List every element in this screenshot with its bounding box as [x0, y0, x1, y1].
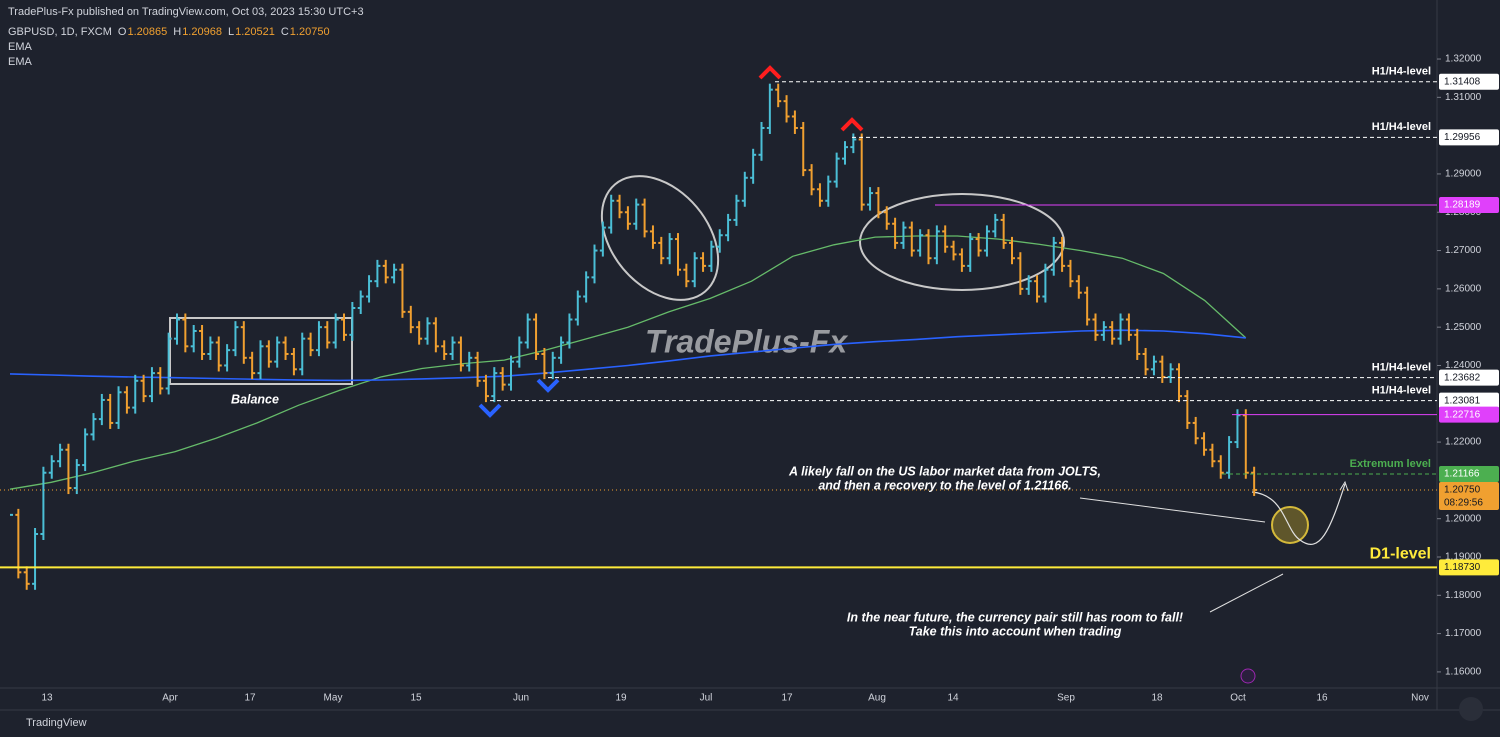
y-tick-label: 1.18000 [1445, 590, 1482, 601]
price-label-box [1439, 392, 1499, 409]
y-tick-label: 1.22000 [1445, 437, 1482, 448]
y-tick-label: 1.17000 [1445, 628, 1482, 639]
x-tick-label: Jul [700, 693, 713, 704]
y-tick-label: 1.19000 [1445, 552, 1482, 563]
y-tick-label: 1.32000 [1445, 54, 1482, 65]
y-tick-label: 1.16000 [1445, 667, 1482, 678]
price-label-box [1439, 369, 1499, 386]
level-name: H1/H4-level [1372, 362, 1431, 374]
ohlc-value: 1.20750 [290, 26, 330, 38]
x-tick-label: 16 [1316, 693, 1328, 704]
price-label-box [1439, 466, 1499, 483]
footer-brand: TradingView [26, 717, 87, 729]
y-tick-label: 1.27000 [1445, 245, 1482, 256]
ema-line [9, 235, 1247, 490]
x-tick-label: May [324, 693, 343, 704]
countdown: 08:29:56 [1444, 498, 1483, 509]
level-name: Extremum level [1350, 458, 1431, 470]
x-tick-label: Oct [1230, 693, 1246, 704]
bottom-marker [478, 403, 502, 418]
ohlc-key: O [118, 26, 127, 38]
event-icon [1240, 668, 1256, 684]
x-tick-label: 18 [1151, 693, 1163, 704]
price-label-box [1439, 481, 1499, 510]
y-tick-label: 1.24000 [1445, 360, 1482, 371]
box-label: Balance [231, 392, 279, 406]
indicator-label: EMA [8, 41, 33, 53]
x-tick-label: Apr [162, 693, 178, 704]
price-label-box [1439, 73, 1499, 90]
ohlc-value: 1.20968 [182, 26, 222, 38]
price-label-box [1439, 197, 1499, 214]
x-tick-label: Nov [1411, 693, 1429, 704]
pointer-arrow [1079, 497, 1266, 523]
arrow-head [1339, 480, 1349, 492]
ohlc-key: L [228, 26, 234, 38]
y-tick-label: 1.26000 [1445, 283, 1482, 294]
projection-arrow [1251, 483, 1346, 545]
annotation: In the near future, the currency pair st… [847, 610, 1183, 624]
annotation: A likely fall on the US labor market dat… [788, 464, 1101, 478]
price-label: 1.29956 [1444, 132, 1481, 143]
price-label: 1.21166 [1444, 469, 1480, 480]
x-tick-label: 13 [41, 693, 53, 704]
ellipse [600, 175, 720, 301]
x-tick-label: 17 [244, 693, 256, 704]
x-tick-label: Sep [1057, 693, 1075, 704]
x-tick-label: Jun [513, 693, 529, 704]
price-label-box [1439, 129, 1499, 146]
zoom-button[interactable] [1459, 697, 1483, 721]
level-name: H1/H4-level [1372, 66, 1431, 78]
x-tick-label: 17 [781, 693, 793, 704]
annotation: and then a recovery to the level of 1.21… [818, 478, 1071, 492]
pointer-arrow [1209, 573, 1284, 613]
price-label: 1.22716 [1444, 409, 1481, 420]
price-label: 1.18730 [1444, 562, 1481, 573]
ohlc-value: 1.20865 [127, 26, 167, 38]
price-label: 1.20750 [1444, 485, 1481, 496]
ema-line [9, 329, 1246, 382]
y-tick-label: 1.25000 [1445, 322, 1482, 333]
annotation: Take this into account when trading [909, 624, 1122, 638]
price-label-box [1439, 559, 1499, 576]
level-name: H1/H4-level [1372, 385, 1431, 397]
x-tick-label: 15 [410, 693, 422, 704]
published-line: TradePlus-Fx published on TradingView.co… [8, 6, 364, 18]
balance-box [169, 317, 353, 385]
indicator-label: EMA [8, 56, 33, 68]
price-label: 1.23081 [1444, 395, 1481, 406]
ohlc-key: H [173, 26, 181, 38]
level-name: H1/H4-level [1372, 121, 1431, 133]
ohlc-key: C [281, 26, 289, 38]
top-marker [758, 65, 782, 80]
price-label: 1.23682 [1444, 372, 1481, 383]
price-label: 1.31408 [1444, 76, 1481, 87]
ellipse [859, 193, 1065, 291]
level-name: D1-level [1370, 546, 1431, 563]
price-label-box [1439, 406, 1499, 423]
watermark: TradePlus-Fx [645, 323, 848, 359]
x-tick-label: 19 [615, 693, 627, 704]
ohlc-value: 1.20521 [235, 26, 275, 38]
target-circle [1271, 506, 1309, 544]
symbol: GBPUSD, 1D, FXCM [8, 26, 112, 38]
y-tick-label: 1.29000 [1445, 169, 1482, 180]
x-tick-label: Aug [868, 693, 886, 704]
y-tick-label: 1.31000 [1445, 92, 1482, 103]
price-label: 1.28189 [1444, 200, 1481, 211]
x-tick-label: 14 [947, 693, 959, 704]
y-tick-label: 1.20000 [1445, 513, 1482, 524]
top-marker [840, 117, 864, 132]
bottom-marker [536, 378, 560, 393]
